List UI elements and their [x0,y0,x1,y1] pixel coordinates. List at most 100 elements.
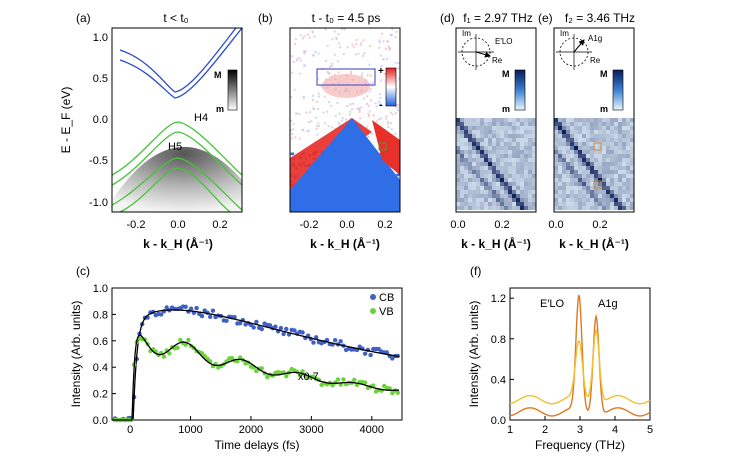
heat-cell [524,206,528,210]
noise-pixel [304,64,307,67]
heat-cell [524,146,528,150]
heat-cell [610,194,614,198]
heat-cell [566,130,570,134]
heat-cell [472,138,476,142]
noise-pixel [367,104,370,107]
heat-cell [586,122,590,126]
panel-b-title: t - t₀ = 4.5 ps [312,11,381,25]
noise-pixel [290,119,293,122]
y-tick-label: 1.0 [93,283,108,295]
heat-cell [570,158,574,162]
panel-a-title: t < t₀ [163,11,188,25]
noise-pixel [363,52,366,55]
heat-cell [622,194,626,198]
noise-pixel [290,129,292,132]
heat-cell [484,162,488,166]
heat-cell [566,182,570,186]
heat-cell [578,142,582,146]
noise-pixel [291,152,295,155]
heat-cell [468,206,472,210]
heat-cell [460,118,464,122]
heat-cell [558,182,562,186]
heat-cell [520,182,524,186]
heat-cell [574,166,578,170]
heat-cell [554,198,558,202]
heat-cell [528,150,532,154]
heat-cell [492,130,496,134]
heat-cell [554,178,558,182]
heat-cell [512,138,516,142]
noise-pixel [340,119,343,122]
cb-roi-box [316,68,376,86]
heat-cell [630,158,634,162]
panel-f-tag: (f) [470,264,481,278]
heat-cell [594,134,598,138]
heat-cell [574,206,578,210]
heat-cell [590,202,594,206]
panel-a-yticks: 1.0 0.5 0.0 -0.5 -1.0 [89,32,108,209]
vb-data-point [297,373,303,378]
y-tick-label: 0.8 [93,309,108,321]
heat-cell [480,118,484,122]
heat-cell [532,190,536,194]
heat-cell [626,178,630,182]
x-axis-label: Frequency (THz) [535,438,625,452]
heat-cell [456,182,460,186]
heat-cell [464,186,468,190]
heat-cell [456,122,460,126]
heat-cell [554,158,558,162]
heat-cell [630,142,634,146]
heat-cell [562,142,566,146]
heat-cell [590,194,594,198]
heat-cell [598,126,602,130]
heat-cell [602,142,606,146]
heat-cell [500,194,504,198]
vb-data-point [300,369,305,374]
noise-pixel [295,59,298,62]
heat-cell [598,122,602,126]
heat-cell [484,130,488,134]
heat-cell [528,126,532,130]
panel-b-xlabel: k - k_H (Å⁻¹) [310,236,380,251]
heat-cell [566,178,570,182]
heat-cell [562,154,566,158]
heat-cell [508,142,512,146]
heat-cell [484,146,488,150]
noise-pixel [298,72,301,75]
noise-pixel [394,133,397,135]
heat-cell [520,150,524,154]
panel-a-scale-min: m [216,104,224,114]
panel-a-xlabel: k - k_H (Å⁻¹) [143,236,213,251]
heat-cell [516,166,520,170]
legend-cb-marker [370,294,376,300]
heat-cell [578,194,582,198]
heat-cell [578,174,582,178]
heat-cell [590,158,594,162]
heat-cell [622,154,626,158]
ytick-a-1: 1.0 [93,32,108,44]
heat-cell [460,178,464,182]
heat-cell [586,142,590,146]
heat-cell [622,122,626,126]
heat-cell [554,206,558,210]
heat-cell [528,202,532,206]
heat-cell [532,182,536,186]
heat-cell [520,162,524,166]
y-axis-label: Intensity (Arb. units) [69,301,83,408]
heat-cell [578,130,582,134]
heat-cell [622,142,626,146]
heat-cell [558,154,562,158]
heat-cell [558,174,562,178]
heat-cell [606,198,610,202]
heat-cell [472,194,476,198]
heat-cell [460,174,464,178]
heat-cell [562,182,566,186]
x-tick-label: 4 [612,424,618,436]
heat-cell [558,166,562,170]
heat-cell [562,166,566,170]
heat-cell [610,174,614,178]
heat-cell [456,126,460,130]
noise-pixel [397,109,399,112]
heat-cell [618,174,622,178]
cb-data-point [188,306,194,311]
